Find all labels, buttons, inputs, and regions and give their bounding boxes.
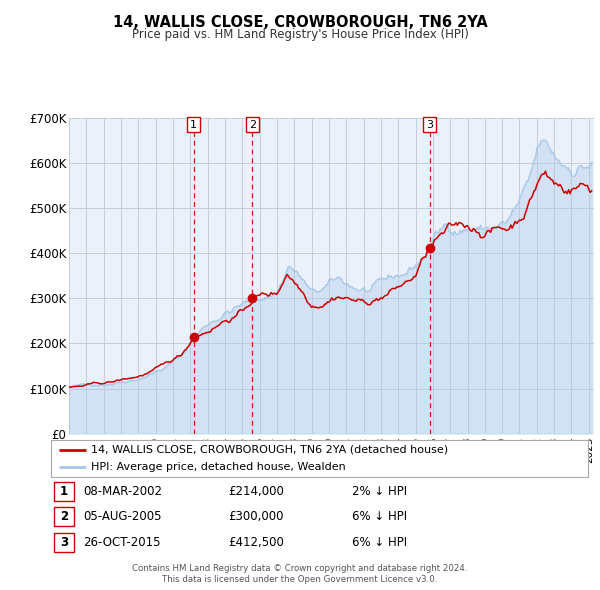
Text: Contains HM Land Registry data © Crown copyright and database right 2024.: Contains HM Land Registry data © Crown c… [132,565,468,573]
Bar [53,507,74,526]
Text: 1: 1 [60,485,68,498]
Text: 14, WALLIS CLOSE, CROWBOROUGH, TN6 2YA: 14, WALLIS CLOSE, CROWBOROUGH, TN6 2YA [113,15,487,30]
Text: £214,000: £214,000 [228,485,284,498]
Text: 1: 1 [190,120,197,130]
Text: 14, WALLIS CLOSE, CROWBOROUGH, TN6 2YA (detached house): 14, WALLIS CLOSE, CROWBOROUGH, TN6 2YA (… [91,445,448,454]
Text: This data is licensed under the Open Government Licence v3.0.: This data is licensed under the Open Gov… [163,575,437,584]
Text: 6% ↓ HPI: 6% ↓ HPI [352,536,407,549]
Text: 26-OCT-2015: 26-OCT-2015 [83,536,161,549]
Text: 05-AUG-2005: 05-AUG-2005 [83,510,162,523]
Bar [53,482,74,501]
Text: Price paid vs. HM Land Registry's House Price Index (HPI): Price paid vs. HM Land Registry's House … [131,28,469,41]
Text: 3: 3 [426,120,433,130]
Text: 2: 2 [249,120,256,130]
Text: 2: 2 [60,510,68,523]
Text: HPI: Average price, detached house, Wealden: HPI: Average price, detached house, Weal… [91,462,346,471]
Bar [53,533,74,552]
Text: 6% ↓ HPI: 6% ↓ HPI [352,510,407,523]
Text: £412,500: £412,500 [228,536,284,549]
Text: 2% ↓ HPI: 2% ↓ HPI [352,485,407,498]
Text: 3: 3 [60,536,68,549]
Text: 08-MAR-2002: 08-MAR-2002 [83,485,162,498]
Text: £300,000: £300,000 [228,510,284,523]
